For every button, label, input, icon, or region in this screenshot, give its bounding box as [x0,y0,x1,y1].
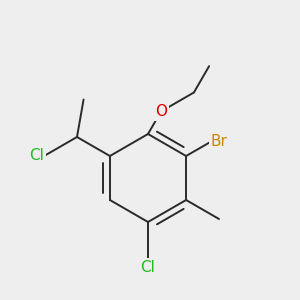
Text: Br: Br [210,134,227,149]
Text: O: O [155,104,167,119]
Text: Cl: Cl [29,148,44,164]
Text: Cl: Cl [141,260,155,275]
